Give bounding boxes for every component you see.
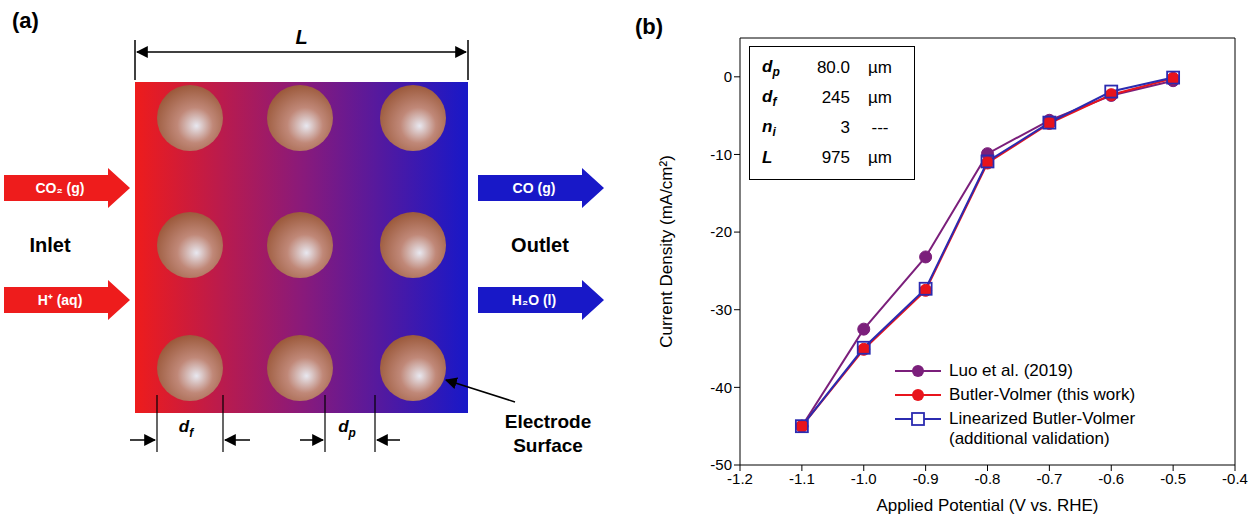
svg-text:-0.6: -0.6 bbox=[1098, 470, 1124, 487]
svg-text:-0.8: -0.8 bbox=[975, 470, 1001, 487]
svg-text:-1.1: -1.1 bbox=[789, 470, 815, 487]
html-text:dp: dp bbox=[762, 56, 780, 80]
svg-text:-1.0: -1.0 bbox=[851, 470, 877, 487]
svg-text:-0.5: -0.5 bbox=[1160, 470, 1186, 487]
html-text:ni: ni bbox=[762, 116, 776, 140]
svg-text:H₂O (l): H₂O (l) bbox=[512, 292, 556, 308]
svg-text:0: 0 bbox=[724, 68, 732, 85]
html-text:3: 3 bbox=[840, 118, 850, 137]
html-text:975: 975 bbox=[821, 148, 850, 167]
svg-text:H⁺ (aq): H⁺ (aq) bbox=[38, 292, 83, 308]
svg-text:-0.4: -0.4 bbox=[1222, 470, 1248, 487]
svg-text:-30: -30 bbox=[710, 301, 732, 318]
svg-text:-0.9: -0.9 bbox=[913, 470, 939, 487]
svg-text:df: df bbox=[179, 417, 194, 440]
svg-text:CO (g): CO (g) bbox=[513, 180, 556, 196]
html-text:Butler-Volmer (this work): Butler-Volmer (this work) bbox=[949, 385, 1136, 404]
html-text:Luo et al. (2019): Luo et al. (2019) bbox=[949, 361, 1073, 380]
svg-text:Surface: Surface bbox=[513, 435, 583, 456]
svg-text:dp: dp bbox=[338, 417, 356, 440]
html-text:L: L bbox=[762, 148, 773, 167]
svg-text:CO₂ (g): CO₂ (g) bbox=[36, 180, 85, 196]
svg-text:Current Density (mA/cm²): Current Density (mA/cm²) bbox=[657, 155, 676, 348]
svg-text:Electrode: Electrode bbox=[505, 411, 592, 432]
html-text:µm: µm bbox=[868, 88, 892, 107]
html-text:Linearized Butler-Volmer (addi: Linearized Butler-Volmer (additional val… bbox=[949, 409, 1136, 448]
svg-text:-10: -10 bbox=[710, 146, 732, 163]
svg-text:-50: -50 bbox=[710, 456, 732, 473]
svg-text:-40: -40 bbox=[710, 379, 732, 396]
svg-text:Applied Potential (V vs. RHE): Applied Potential (V vs. RHE) bbox=[876, 496, 1098, 515]
html-text:(b): (b) bbox=[635, 14, 664, 39]
svg-text:L: L bbox=[295, 26, 307, 48]
svg-text:-0.7: -0.7 bbox=[1036, 470, 1062, 487]
html-text:µm: µm bbox=[868, 58, 892, 77]
svg-text:Inlet: Inlet bbox=[29, 234, 70, 256]
html-text:df: df bbox=[762, 86, 777, 110]
svg-text:-20: -20 bbox=[710, 223, 732, 240]
html-text:245: 245 bbox=[821, 88, 850, 107]
svg-text:(a): (a) bbox=[12, 8, 39, 33]
svg-text:-1.2: -1.2 bbox=[727, 469, 753, 487]
html-text:80.0: 80.0 bbox=[816, 58, 850, 77]
svg-text:Outlet: Outlet bbox=[511, 234, 569, 256]
html-text:µm: µm bbox=[868, 148, 892, 167]
